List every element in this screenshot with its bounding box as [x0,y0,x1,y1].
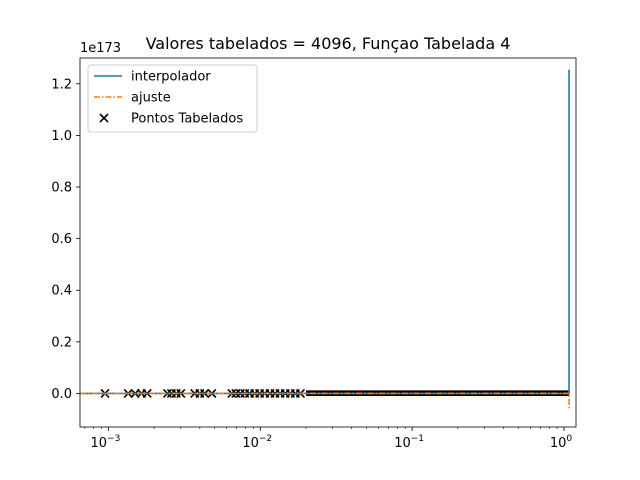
y-tick-label: 0.4 [51,284,72,299]
x-tick-label: 10−2 [242,434,272,451]
y-tick-label: 1.0 [51,129,72,144]
plot-area [80,69,570,409]
y-axis: 0.0 0.2 0.4 0.6 0.8 1.0 1.2 [51,77,80,402]
legend-label: Pontos Tabelados [131,112,243,127]
x-tick-label: 10−1 [394,434,424,451]
legend: interpolador ajuste Pontos Tabelados [87,64,258,133]
legend-box [87,64,258,133]
chart-title: Valores tabelados = 4096, Funçao Tabelad… [146,34,511,53]
y-tick-label: 0.2 [51,335,72,350]
y-tick-label: 0.6 [51,232,72,247]
y-tick-label: 0.8 [51,181,72,196]
x-tick-label: 100 [550,434,573,451]
series-line-ajuste [80,392,570,409]
legend-label: interpolador [131,70,211,85]
axes-frame [79,57,577,428]
x-axis: 10−3 10−2 10−1 100 [84,427,573,451]
legend-swatch-points [99,113,109,123]
y-tick-label: 1.2 [51,77,72,92]
y-tick-label: 0.0 [51,387,72,402]
legend-label: ajuste [131,91,171,106]
y-offset-label: 1e173 [80,41,121,56]
x-tick-label: 10−3 [90,434,120,451]
